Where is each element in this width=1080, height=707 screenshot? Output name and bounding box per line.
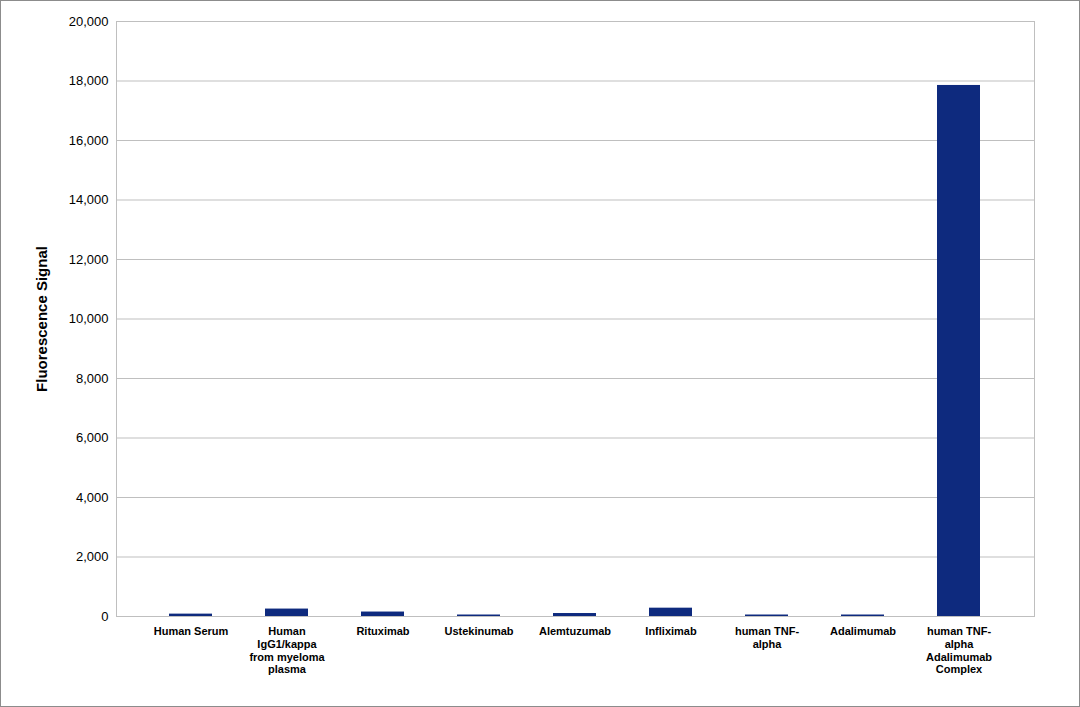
svg-text:human TNF-alphaAdalimumabCompl: human TNF-alphaAdalimumabComplex (926, 625, 992, 675)
svg-text:10,000: 10,000 (69, 311, 109, 326)
svg-text:14,000: 14,000 (69, 192, 109, 207)
svg-text:Rituximab: Rituximab (356, 625, 409, 637)
svg-text:20,000: 20,000 (69, 14, 109, 29)
svg-text:2,000: 2,000 (76, 549, 109, 564)
svg-text:Adalimumab: Adalimumab (830, 625, 896, 637)
svg-text:16,000: 16,000 (69, 133, 109, 148)
svg-text:Infliximab: Infliximab (645, 625, 697, 637)
svg-text:human TNF-alpha: human TNF-alpha (735, 625, 799, 650)
svg-text:Ustekinumab: Ustekinumab (444, 625, 513, 637)
svg-text:8,000: 8,000 (76, 371, 109, 386)
svg-text:Fluorescence Signal: Fluorescence Signal (33, 246, 50, 392)
svg-text:18,000: 18,000 (69, 73, 109, 88)
svg-text:Alemtuzumab: Alemtuzumab (539, 625, 611, 637)
svg-text:12,000: 12,000 (69, 252, 109, 267)
svg-text:4,000: 4,000 (76, 490, 109, 505)
svg-text:Human Serum: Human Serum (154, 625, 229, 637)
svg-text:0: 0 (101, 609, 108, 624)
svg-text:6,000: 6,000 (76, 430, 109, 445)
svg-text:HumanIgG1/kappafrom myelomapla: HumanIgG1/kappafrom myelomaplasma (249, 625, 325, 675)
